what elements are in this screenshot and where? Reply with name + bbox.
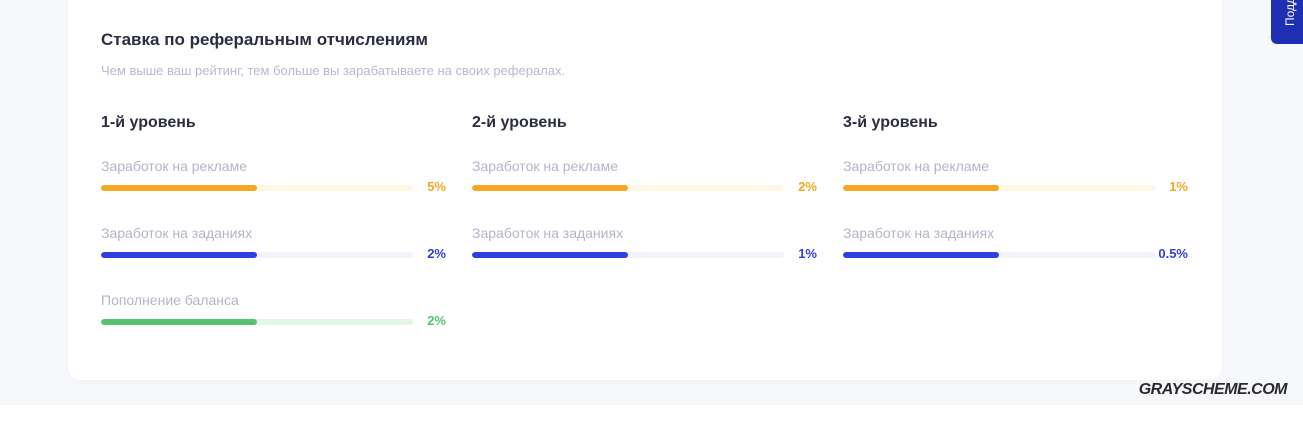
metric-label: Пополнение баланса: [101, 292, 239, 308]
progress-fill: [472, 185, 628, 191]
progress-bar-ads: [101, 185, 413, 191]
progress-fill: [843, 252, 999, 258]
progress-fill: [843, 185, 999, 191]
support-side-tab[interactable]: Подд: [1271, 0, 1303, 44]
metric-value: 1%: [798, 246, 817, 261]
watermark: GRAYSCHEME.COM: [1138, 381, 1288, 398]
level-title: 1-й уровень: [101, 114, 196, 131]
metric-ads: Заработок на рекламе 2%: [472, 158, 817, 198]
progress-fill: [101, 319, 257, 325]
level-2-column: 2-й уровень Заработок на рекламе 2% Зара…: [472, 114, 817, 261]
metric-value: 5%: [427, 179, 446, 194]
metric-tasks: Заработок на заданиях 2%: [101, 225, 446, 265]
level-title: 3-й уровень: [843, 114, 938, 131]
metric-label: Заработок на рекламе: [843, 158, 989, 174]
progress-bar-ads: [472, 185, 784, 191]
level-3-column: 3-й уровень Заработок на рекламе 1% Зара…: [843, 114, 1188, 261]
metric-ads: Заработок на рекламе 5%: [101, 158, 446, 198]
progress-fill: [101, 185, 257, 191]
metric-label: Заработок на рекламе: [101, 158, 247, 174]
metric-label: Заработок на заданиях: [472, 225, 624, 241]
progress-bar-tasks: [101, 252, 413, 258]
metric-balance: Пополнение баланса 2%: [101, 292, 446, 332]
card-subtitle: Чем выше ваш рейтинг, тем больше вы зара…: [101, 63, 566, 78]
progress-fill: [472, 252, 628, 258]
metric-tasks: Заработок на заданиях 1%: [472, 225, 817, 265]
metric-label: Заработок на рекламе: [472, 158, 618, 174]
card-title: Ставка по реферальным отчислениям: [101, 30, 428, 49]
metric-value: 2%: [427, 313, 446, 328]
metric-tasks: Заработок на заданиях 0.5%: [843, 225, 1188, 265]
referral-rates-card: Ставка по реферальным отчислениям Чем вы…: [68, 0, 1222, 380]
metric-label: Заработок на заданиях: [101, 225, 253, 241]
level-1-column: 1-й уровень Заработок на рекламе 5% Зара…: [101, 114, 446, 328]
metric-value: 2%: [798, 179, 817, 194]
progress-bar-tasks: [843, 252, 1155, 258]
page-footer-strip: [0, 405, 1303, 423]
progress-bar-ads: [843, 185, 1155, 191]
metric-value: 2%: [427, 246, 446, 261]
metric-value: 0.5%: [1158, 246, 1188, 261]
metric-ads: Заработок на рекламе 1%: [843, 158, 1188, 198]
metric-value: 1%: [1169, 179, 1188, 194]
progress-fill: [101, 252, 257, 258]
support-tab-label: Подд: [1283, 0, 1297, 26]
metric-label: Заработок на заданиях: [843, 225, 995, 241]
progress-bar-tasks: [472, 252, 784, 258]
level-title: 2-й уровень: [472, 114, 567, 131]
progress-bar-balance: [101, 319, 413, 325]
